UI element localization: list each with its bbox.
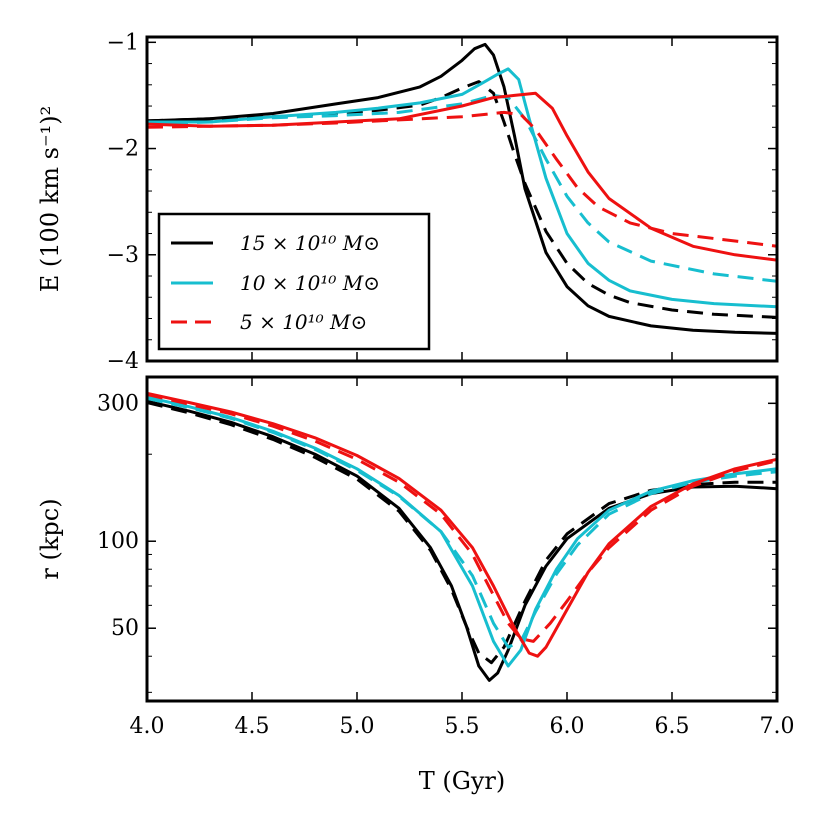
legend-label-15e10: 15 × 10¹⁰ M⊙ bbox=[240, 231, 380, 255]
bottom-series-5e10-solid bbox=[146, 391, 778, 658]
top-series-10e10-solid bbox=[147, 67, 778, 309]
top-y-axis-label: E (100 km s⁻¹)² bbox=[36, 106, 64, 292]
bottom-xtick-label: 4.0 bbox=[130, 714, 165, 739]
top-series-group bbox=[146, 42, 778, 335]
top-series-10e10-dashed bbox=[146, 93, 778, 283]
top-ytick-label: −2 bbox=[107, 137, 139, 162]
bottom-ytick-label: 50 bbox=[111, 616, 139, 641]
top-ytick-label: −1 bbox=[107, 30, 139, 55]
legend-label-5e10: 5 × 10¹⁰ M⊙ bbox=[240, 310, 367, 334]
bottom-xtick-label: 7.0 bbox=[760, 714, 795, 739]
top-ticks: −1 −2 −3 −4 bbox=[107, 30, 778, 374]
legend: 15 × 10¹⁰ M⊙ 10 × 10¹⁰ M⊙ 5 × 10¹⁰ M⊙ bbox=[157, 212, 431, 351]
top-ytick-label: −3 bbox=[107, 243, 139, 268]
bottom-ytick-label: 100 bbox=[97, 529, 139, 554]
bottom-series-5e10-dashed bbox=[146, 392, 778, 643]
bottom-xtick-label: 5.0 bbox=[340, 714, 375, 739]
x-axis-label: T (Gyr) bbox=[419, 767, 506, 795]
bottom-series-10e10-dashed bbox=[146, 396, 778, 649]
bottom-xtick-label: 6.5 bbox=[655, 714, 690, 739]
bottom-y-axis-label: r (kpc) bbox=[36, 498, 64, 579]
top-series-5e10-dashed bbox=[146, 110, 778, 248]
bottom-xtick-label: 6.0 bbox=[550, 714, 585, 739]
bottom-xtick-label: 4.5 bbox=[235, 714, 270, 739]
bottom-xtick-label: 5.5 bbox=[445, 714, 480, 739]
top-ytick-label: −4 bbox=[107, 349, 139, 374]
top-series-15e10-solid bbox=[146, 42, 778, 335]
bottom-series-group bbox=[146, 391, 778, 682]
bottom-series-15e10-dashed bbox=[146, 401, 777, 665]
bottom-panel-frame bbox=[145, 375, 779, 703]
top-panel-frame bbox=[145, 35, 779, 363]
bottom-ytick-label: 300 bbox=[97, 391, 139, 416]
top-series-5e10-solid bbox=[146, 91, 778, 262]
bottom-ticks: 50 100 300 4.0 4.5 5.0 5.5 6.0 6.5 7.0 bbox=[97, 377, 795, 739]
legend-label-10e10: 10 × 10¹⁰ M⊙ bbox=[240, 271, 380, 295]
